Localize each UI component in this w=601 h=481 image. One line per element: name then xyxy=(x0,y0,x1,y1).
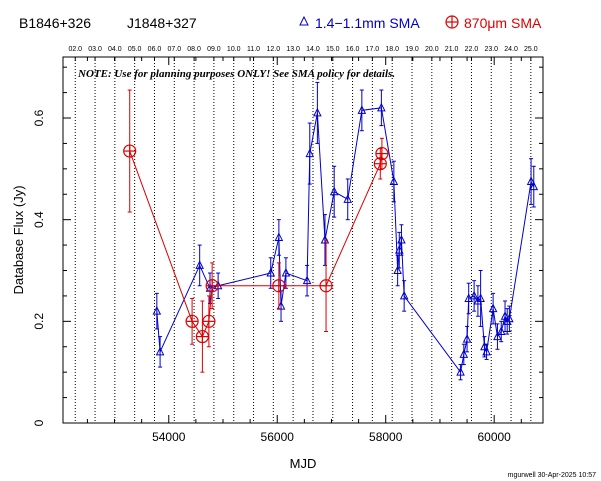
data-point xyxy=(397,234,406,244)
data-point xyxy=(462,334,472,343)
data-point xyxy=(377,102,386,112)
top-year-label: 03.0 xyxy=(88,46,102,53)
data-point xyxy=(329,186,339,196)
data-point xyxy=(456,367,465,376)
legend-blue: 1.4−1.1mm SMA xyxy=(299,15,420,31)
data-point xyxy=(476,293,485,302)
data-point xyxy=(195,329,209,344)
data-point xyxy=(399,290,409,300)
y-tick-label: 0.6 xyxy=(32,109,46,126)
x-tick-label: 58000 xyxy=(369,430,403,444)
data-point xyxy=(529,181,539,191)
legend-red-label: 870μm SMA xyxy=(464,15,542,31)
top-year-label: 13.0 xyxy=(286,46,300,53)
data-point xyxy=(123,144,137,158)
data-point xyxy=(319,279,333,293)
data-point xyxy=(505,313,514,323)
top-year-label: 18.0 xyxy=(385,46,399,53)
top-year-label: 06.0 xyxy=(148,46,162,53)
data-point xyxy=(205,279,219,293)
source-b1950-name: B1846+326 xyxy=(19,15,91,31)
data-point xyxy=(313,107,322,117)
series-layer xyxy=(123,81,539,381)
plot-frame xyxy=(62,56,544,424)
data-point xyxy=(302,275,312,285)
y-tick-label: 0 xyxy=(32,419,46,426)
data-point xyxy=(493,331,502,341)
y-tick-label: 0.2 xyxy=(32,313,46,330)
data-point xyxy=(195,260,204,269)
x-tick-label: 54000 xyxy=(152,430,186,444)
data-point xyxy=(305,148,315,158)
data-point xyxy=(464,293,474,302)
series-line xyxy=(156,107,535,374)
x-axis: 54000 56000 58000 60000 xyxy=(86,57,522,444)
top-year-label: 04.0 xyxy=(108,46,122,53)
data-point xyxy=(274,232,284,241)
top-year-label: 14.0 xyxy=(306,46,320,53)
top-year-label: 10.0 xyxy=(227,46,241,53)
top-year-label: 09.0 xyxy=(207,46,221,53)
top-year-label: 21.0 xyxy=(445,46,459,53)
top-year-label: 02.0 xyxy=(68,46,82,53)
data-point xyxy=(393,265,402,274)
year-gridlines xyxy=(74,57,532,423)
data-point xyxy=(496,326,506,335)
top-year-label: 22.0 xyxy=(465,46,479,53)
footer-credit: mgurwell 30-Apr-2025 10:57 xyxy=(508,472,596,479)
x-axis-title: MJD xyxy=(290,456,317,471)
data-point xyxy=(185,314,199,328)
data-point xyxy=(202,314,216,328)
legend-red: 870μm SMA xyxy=(445,15,542,31)
data-point xyxy=(473,295,483,305)
top-year-label: 11.0 xyxy=(247,46,260,53)
data-point xyxy=(488,303,498,313)
y-axis-title: Database Flux (Jy) xyxy=(11,185,26,294)
source-j2000-name: J1848+327 xyxy=(127,15,197,31)
top-year-label: 24.0 xyxy=(504,46,518,53)
data-point xyxy=(482,346,491,356)
top-year-label: 12.0 xyxy=(267,46,281,53)
top-year-label: 05.0 xyxy=(128,46,142,53)
top-year-label: 08.0 xyxy=(187,46,201,53)
top-year-label: 19.0 xyxy=(405,46,419,53)
data-point xyxy=(357,105,367,114)
data-point xyxy=(281,267,291,277)
series-circle-plus xyxy=(123,89,389,373)
y-axis: 0 0.2 0.4 0.6 xyxy=(32,66,543,426)
legend-circle-plus-icon xyxy=(445,15,459,29)
top-year-label: 20.0 xyxy=(425,46,439,53)
data-point xyxy=(526,176,536,186)
top-year-label: 25.0 xyxy=(524,46,538,53)
data-point xyxy=(155,346,165,356)
top-year-label: 07.0 xyxy=(167,46,181,53)
top-year-label: 15.0 xyxy=(326,46,340,53)
data-point xyxy=(272,279,286,293)
data-point xyxy=(343,194,353,203)
series-line xyxy=(129,150,383,338)
data-point xyxy=(459,349,469,358)
data-point xyxy=(469,290,479,300)
top-year-label: 16.0 xyxy=(346,46,360,53)
x-tick-label: 56000 xyxy=(261,430,295,444)
planning-note: NOTE: Use for planning purposes ONLY! Se… xyxy=(77,68,395,80)
top-year-label: 17.0 xyxy=(366,46,380,53)
data-point xyxy=(266,267,276,277)
series-triangle xyxy=(152,81,539,381)
y-tick-label: 0.4 xyxy=(32,211,46,228)
top-year-axis: 02.0 03.0 04.0 05.0 06.0 07.0 08.0 09.0 10.0 11.0… xyxy=(68,46,538,61)
data-point xyxy=(152,306,162,315)
legend-blue-label: 1.4−1.1mm SMA xyxy=(315,15,420,31)
legend-triangle-icon xyxy=(299,15,309,26)
top-year-label: 23.0 xyxy=(484,46,498,53)
x-tick-label: 60000 xyxy=(477,430,511,444)
data-point xyxy=(375,146,389,161)
data-point xyxy=(389,176,399,186)
